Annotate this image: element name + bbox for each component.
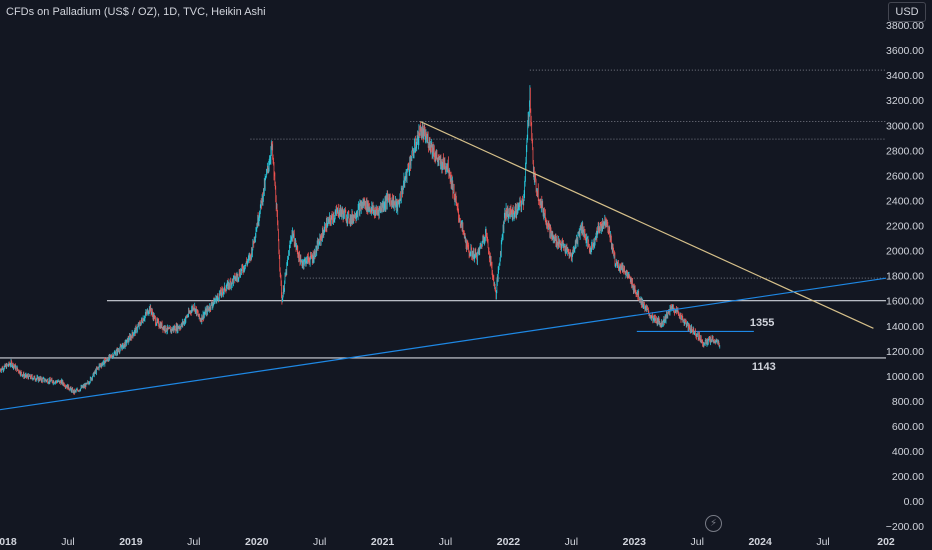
y-tick-label: 2200.00: [886, 221, 924, 233]
x-tick-label: 2018: [0, 536, 17, 548]
level-label-1355: 1355: [749, 317, 775, 330]
y-tick-label: 0.00: [904, 496, 925, 508]
x-tick-label: 2020: [245, 536, 269, 548]
x-tick-label: Jul: [61, 536, 74, 548]
lightning-icon[interactable]: ⚡: [705, 515, 722, 532]
y-tick-label: 1000.00: [886, 371, 924, 383]
x-tick-label: Jul: [691, 536, 704, 548]
y-tick-label: 1400.00: [886, 321, 924, 333]
time-axis[interactable]: 2018 Jul 2019 Jul 2020 Jul 2021 Jul 2022 Jul 2023 J…: [0, 536, 895, 548]
y-tick-label: 2800.00: [886, 145, 924, 157]
level-label-1143: 1143: [751, 360, 776, 373]
x-tick-label: 2019: [119, 536, 143, 548]
currency-button[interactable]: USD: [888, 2, 926, 22]
chart-title: CFDs on Palladium (US$ / OZ), 1D, TVC, H…: [6, 6, 266, 18]
x-tick-label: 2023: [623, 536, 647, 548]
y-tick-label: 800.00: [892, 396, 924, 408]
trendlines: [0, 120, 887, 411]
x-tick-label: Jul: [439, 536, 452, 548]
trendline: [0, 277, 887, 411]
y-tick-label: 2000.00: [886, 246, 924, 258]
candles: [0, 85, 721, 395]
y-tick-label: 3800.00: [886, 20, 924, 32]
x-tick-label: 2024: [748, 536, 772, 548]
x-tick-label: 2022: [497, 536, 521, 548]
y-tick-label: 1800.00: [886, 271, 924, 283]
trendline: [420, 120, 874, 329]
price-axis[interactable]: −200.00 0.00 200.00 400.00 600.00 800.00 1000.…: [886, 20, 924, 533]
y-tick-label: −200.00: [886, 521, 924, 533]
y-tick-label: 3600.00: [886, 45, 924, 57]
y-tick-label: 3200.00: [886, 95, 924, 107]
x-tick-label: 202: [877, 536, 895, 548]
x-tick-label: Jul: [565, 536, 578, 548]
y-tick-label: 2600.00: [886, 170, 924, 182]
y-tick-label: 400.00: [892, 446, 924, 458]
y-tick-label: 3000.00: [886, 120, 924, 132]
x-tick-label: Jul: [187, 536, 200, 548]
y-tick-label: 600.00: [892, 421, 924, 433]
x-tick-label: 2021: [371, 536, 395, 548]
horizontal-levels: [0, 69, 886, 359]
y-tick-label: 200.00: [892, 471, 924, 483]
x-tick-label: Jul: [816, 536, 829, 548]
y-tick-label: 2400.00: [886, 195, 924, 207]
y-tick-label: 1600.00: [886, 296, 924, 308]
y-tick-label: 3400.00: [886, 70, 924, 82]
y-tick-label: 1200.00: [886, 346, 924, 358]
x-tick-label: Jul: [313, 536, 326, 548]
